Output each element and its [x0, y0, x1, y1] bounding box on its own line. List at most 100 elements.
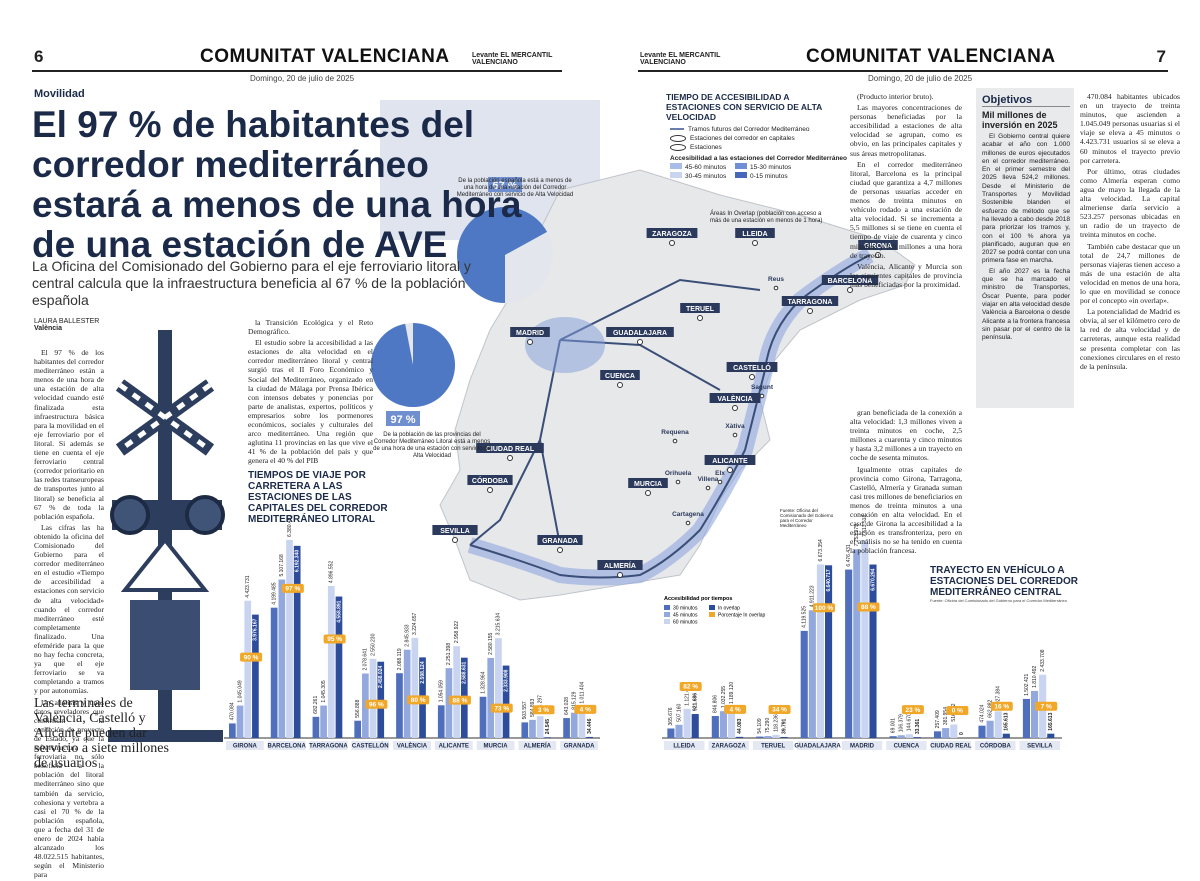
date: Domingo, 20 de julio de 2025	[250, 74, 355, 83]
bar	[719, 711, 727, 738]
bar-value-label: 815.129	[572, 691, 578, 709]
section-title: COMUNITAT VALENCIANA	[806, 46, 1056, 67]
legend-grid: 45-60 minutos 15-30 minutos 30-45 minutos 0…	[670, 163, 800, 181]
body-column: (Producto interior bruto). Las mayores co…	[850, 92, 962, 291]
bar-value-label: 257.409	[935, 710, 941, 728]
bar-value-label: 4.911.223	[810, 585, 816, 607]
left-header: 6 COMUNITAT VALENCIANA Levante EL MERCAN…	[32, 42, 562, 72]
city-label-bg	[467, 475, 513, 485]
bar	[536, 716, 544, 738]
percent-label: 73 %	[494, 705, 509, 712]
bar	[897, 735, 905, 738]
percent-label: 34 %	[772, 707, 787, 714]
legend-item: Estaciones	[670, 143, 850, 152]
percent-label: 7 %	[1041, 703, 1052, 710]
station	[669, 240, 675, 246]
page: Comunitat Valenciana { "left_header": {"…	[32, 42, 1180, 880]
bar	[495, 638, 502, 738]
category-label-bg	[267, 741, 306, 750]
paragraph: El 97 % de los habitantes del corredor m…	[34, 348, 105, 521]
bar-value-label: 1.054.059	[439, 680, 445, 702]
category-label: LLEIDA	[673, 744, 695, 750]
bar	[942, 728, 950, 738]
paragraph: València, Alicante y Murcia son las sigu…	[850, 261, 962, 289]
city-label-bg	[432, 525, 478, 535]
legend-item: Estaciones del corredor en capitales	[670, 134, 850, 143]
city-label-bg	[476, 443, 544, 453]
pie-label-bg	[386, 411, 420, 426]
paragraph: gran beneficiada de la conexión a alta v…	[850, 408, 962, 463]
legend-title: Accesibilidad a las estaciones del Corre…	[670, 155, 848, 162]
bar	[978, 725, 986, 738]
category-label-bg	[309, 741, 348, 750]
bar	[780, 736, 788, 738]
legend-label: 30 minutos	[673, 605, 698, 611]
city-label-bg	[646, 228, 698, 238]
category-label-bg	[351, 741, 390, 750]
bar-value-label: 165.613	[1004, 712, 1010, 730]
bar-value-label: 6.640.717	[826, 569, 832, 591]
bar-value-label: 556.888	[355, 699, 361, 717]
station	[717, 479, 723, 485]
city-label: GRANADA	[542, 538, 578, 545]
bar	[950, 724, 958, 738]
bar-value-label: 682.261	[313, 696, 319, 714]
station	[697, 315, 703, 321]
percent-label: 16 %	[994, 703, 1009, 710]
bar-value-label: 2.598.124	[420, 661, 426, 683]
bar-value-label: 2.550.230	[370, 633, 376, 655]
bar	[764, 736, 772, 738]
bar-value-label: 144.670	[907, 713, 913, 731]
legend-label: 15-30 minutos	[750, 164, 792, 171]
city-label: TARRAGONA	[788, 299, 833, 306]
city-label: BARCELONA	[828, 278, 873, 285]
paragraph: En el corredor mediterráneo litoral, Bar…	[850, 159, 962, 260]
bar	[570, 712, 578, 738]
chart-source: Fuente: Oficina del Comisionado del Gobi…	[930, 598, 1068, 603]
category-label-bg	[1019, 741, 1060, 750]
bar	[986, 720, 994, 738]
bar	[691, 714, 699, 738]
city-label: Sagunt	[751, 384, 774, 391]
page-number: 6	[34, 47, 44, 66]
bar	[683, 708, 691, 738]
bar-value-label: 704.297	[537, 695, 543, 713]
bar-value-label: 2.580.155	[488, 632, 494, 654]
location: València	[34, 325, 63, 332]
bar-value-label: 4.558.891	[336, 600, 342, 622]
city-label: SEVILLA	[440, 528, 470, 535]
station	[685, 520, 691, 526]
station	[732, 405, 738, 411]
bar	[479, 696, 487, 738]
signal-lamp	[110, 495, 150, 535]
percent-label: 95 %	[327, 636, 342, 643]
bar-value-label: 2.251.398	[446, 643, 452, 665]
legend-note: Áreas In Overlap (población con acceso a…	[710, 211, 823, 224]
paragraph: El estudio sobre la accesibilidad a las …	[248, 338, 373, 466]
bar-value-label: 33.361	[915, 719, 921, 735]
station	[452, 537, 458, 543]
section-title: COMUNITAT VALENCIANA	[200, 46, 450, 67]
bar-value-label: 34.446	[587, 718, 593, 734]
pie-caption: De la población de las provincias del Co…	[373, 432, 491, 459]
percent-badge	[1035, 701, 1058, 711]
bar-value-label: 106.379	[899, 714, 905, 732]
bar	[252, 614, 259, 738]
category-label: CASTELLÓN	[352, 742, 389, 750]
city-label: MURCIA	[634, 481, 662, 488]
bar	[853, 549, 861, 738]
percent-label: 4 %	[580, 707, 591, 714]
page-number: 7	[1156, 47, 1166, 66]
signal-base	[108, 730, 223, 742]
category-label: CÓRDOBA	[980, 742, 1012, 750]
body-column: 470.084 habitantes ubicados en un trayec…	[1080, 92, 1180, 373]
category-label-bg	[560, 741, 598, 750]
headline: El 97 % de habitantes del corredor medit…	[32, 104, 522, 265]
bar	[544, 737, 552, 738]
bar	[487, 657, 495, 738]
percent-badge	[724, 704, 747, 714]
bar	[736, 736, 744, 738]
bar-value-label: 4.423.731	[245, 575, 251, 597]
bar	[756, 736, 764, 738]
